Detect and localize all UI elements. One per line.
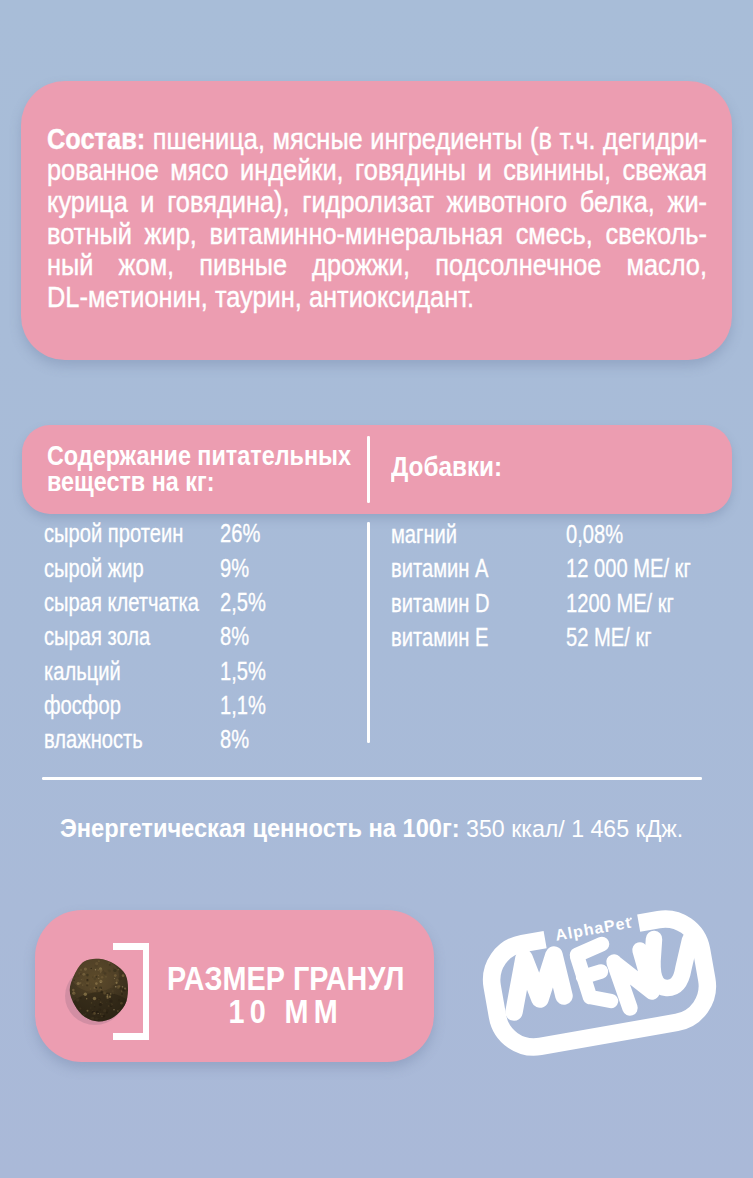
svg-text:AlphaPet: AlphaPet [554, 914, 633, 944]
